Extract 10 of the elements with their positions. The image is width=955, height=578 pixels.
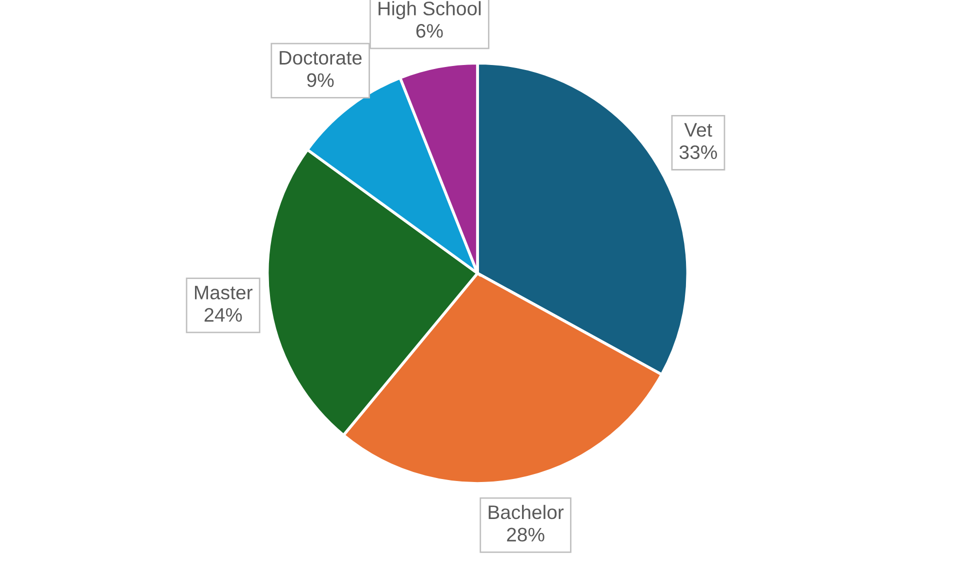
slice-label: Doctorate (280, 51, 362, 65)
slice-label: Bachelor (488, 504, 564, 520)
data-label: 28% (507, 528, 544, 542)
data-label: 33% (679, 145, 717, 160)
slice-label: High School (378, 1, 481, 20)
data-label: 6% (416, 24, 443, 38)
slice-label: Vet (684, 123, 712, 137)
slice-label: Master (194, 286, 252, 300)
data-label: 24% (204, 308, 242, 322)
data-label: 9% (307, 73, 334, 88)
